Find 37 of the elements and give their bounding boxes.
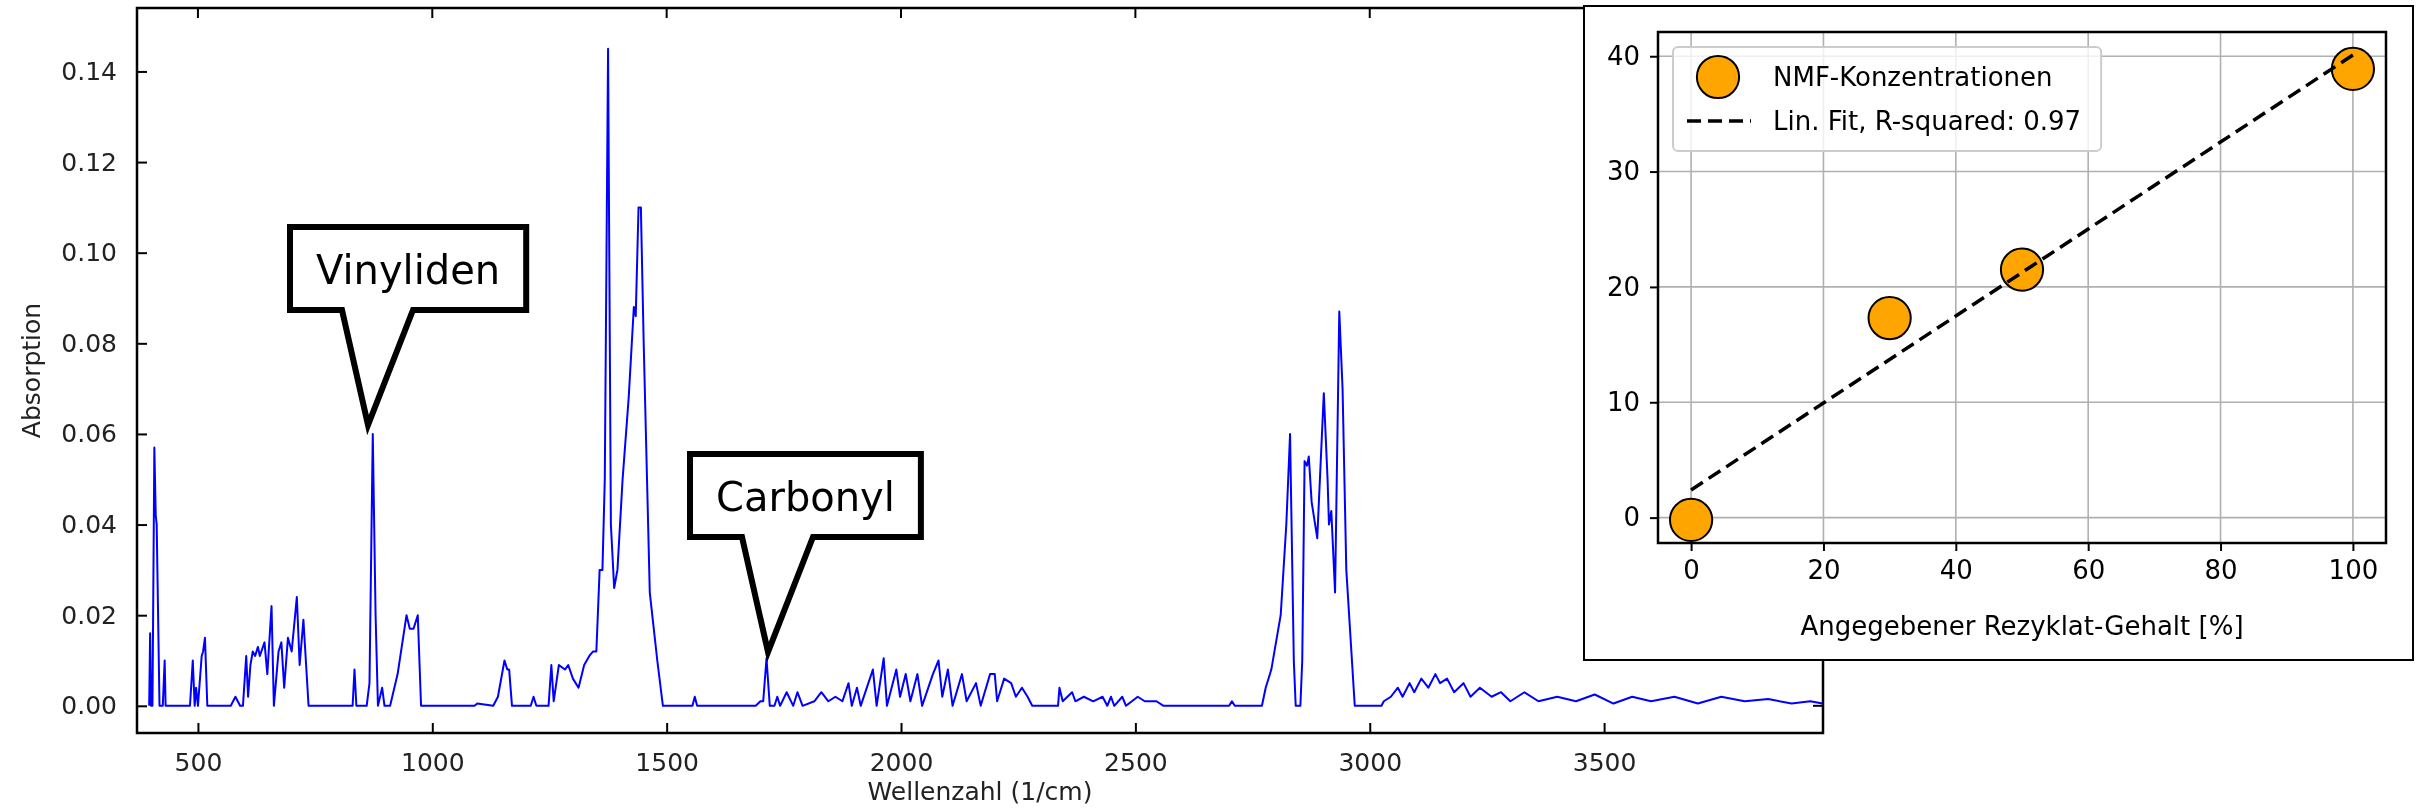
y-tick-label: 0.06: [61, 419, 117, 449]
y-tick-label: 0.14: [61, 56, 117, 86]
y-tick-label: 0.04: [61, 510, 117, 540]
x-tick-label: 2000: [869, 747, 934, 777]
x-axis-title: Angegebener Rezyklat-Gehalt [%]: [1800, 611, 2244, 641]
y-tick-label: 40: [1606, 41, 1640, 72]
x-tick-label: 1500: [635, 747, 699, 777]
x-tick-label: 0: [1683, 555, 1700, 586]
x-tick-label: 1000: [400, 747, 465, 777]
y-axis-title: Absorption: [17, 302, 46, 439]
x-tick-label: 100: [2328, 555, 2379, 586]
y-tick-label: 0.12: [61, 147, 117, 177]
point: [2330, 46, 2376, 91]
y-tick-label: 0.08: [61, 328, 117, 358]
y-tick-label: 0.00: [61, 691, 117, 721]
point: [1867, 296, 1912, 341]
annotation: Carbonyl: [716, 473, 895, 520]
legend-label: Lin. Fit, R-squared: 0.97: [1773, 106, 2082, 136]
point: [1668, 497, 1714, 542]
annotation: Vinyliden: [316, 246, 501, 293]
y-tick-label: 20: [1606, 271, 1640, 302]
x-tick-label: 80: [2204, 555, 2238, 586]
x-tick-label: 60: [2072, 555, 2106, 586]
x-tick-label: 40: [1939, 555, 1973, 586]
x-tick-label: 3000: [1338, 747, 1403, 777]
x-tick-label: 20: [1807, 555, 1841, 586]
y-tick-label: 30: [1606, 156, 1640, 187]
point: [1999, 247, 2045, 292]
legend-label: NMF-Konzentrationen: [1773, 62, 2053, 92]
y-tick-label: 0.02: [61, 600, 117, 630]
x-tick-label: 500: [174, 747, 223, 777]
y-tick-label: 0.10: [61, 238, 117, 268]
x-tick-label: 3500: [1572, 747, 1637, 777]
x-tick-label: 2500: [1104, 747, 1168, 777]
y-tick-label: 0: [1623, 502, 1640, 533]
x-axis-title: Wellenzahl (1/cm): [867, 777, 1093, 806]
y-tick-label: 10: [1606, 387, 1640, 418]
